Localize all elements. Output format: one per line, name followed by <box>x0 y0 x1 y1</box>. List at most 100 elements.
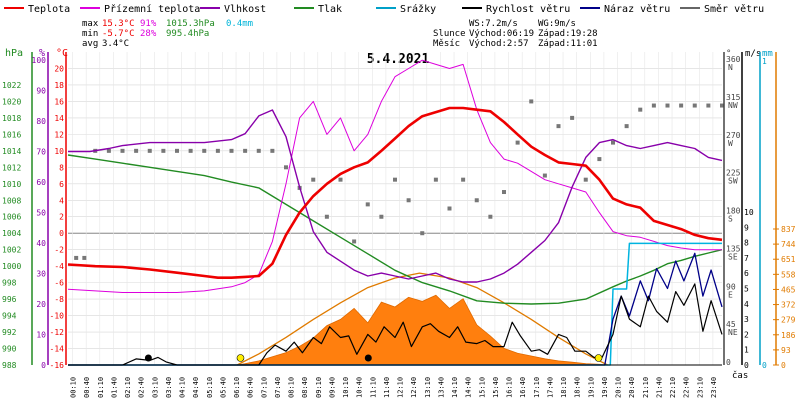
wind-direction-point <box>706 103 711 108</box>
legend-item-hum: Vlhkost <box>200 4 266 15</box>
temperature-tick: 0 <box>59 229 64 238</box>
pressure-tick: 992 <box>2 328 17 337</box>
temperature-tick: -12 <box>50 328 65 337</box>
time-tick: 14:10 <box>451 377 459 398</box>
wind-direction-point <box>611 140 615 145</box>
time-tick: 20:40 <box>628 377 636 398</box>
temperature-tick: -10 <box>50 312 65 321</box>
solar-tick: 651 <box>781 255 796 264</box>
wind-direction-point <box>324 214 329 219</box>
humidity-tick: 70 <box>36 148 46 157</box>
wind-direction-point <box>284 165 288 170</box>
time-tick: 02:40 <box>138 377 146 398</box>
legend-label: Vlhkost <box>224 4 266 15</box>
theoretical-solar-line <box>236 272 608 366</box>
time-tick: 10:10 <box>342 377 350 398</box>
wind-direction-point <box>720 103 724 108</box>
wind-direction-point <box>692 103 697 108</box>
stats-temp: -5.7°C <box>102 29 135 39</box>
pressure-tick: 988 <box>2 361 17 370</box>
time-tick: 18:40 <box>574 377 582 398</box>
wind-direction-point <box>638 107 643 112</box>
temperature-tick: 18 <box>54 81 64 90</box>
humidity-tick: 100 <box>32 56 47 65</box>
time-tick: 08:40 <box>301 377 309 398</box>
temperature-tick: -8 <box>54 295 64 304</box>
time-tick: 12:40 <box>410 377 418 398</box>
wind-direction-point <box>393 177 397 182</box>
time-tick: 17:10 <box>533 377 541 398</box>
direction-tick: 0 <box>726 358 731 367</box>
pressure-line <box>67 154 723 305</box>
wind-direction-point <box>175 148 179 153</box>
legend: Teplota Přízemní teplota Vlhkost Tlak Srážky… <box>4 3 764 15</box>
temperature-tick: 12 <box>54 130 64 139</box>
stats-panel: max 15.3°C 91% 1015.3hPa 0.4mm min -5.7°C 28% 99… <box>82 19 253 49</box>
time-tick: 05:40 <box>219 377 227 398</box>
wind-direction-point <box>651 103 656 108</box>
wind-direction-point <box>270 148 275 153</box>
wind-direction-point <box>461 177 466 182</box>
time-tick: 16:10 <box>506 377 514 398</box>
legend-label: Přízemní teplota <box>104 3 200 15</box>
stats-humidity: 28% <box>140 29 157 39</box>
stats-label: avg <box>82 39 98 49</box>
legend-item-temp: Teplota <box>4 4 70 15</box>
time-tick: 12:10 <box>397 377 405 398</box>
time-tick: 10:40 <box>356 377 364 398</box>
sunrise-info: Východ:06:19 <box>469 29 534 39</box>
humidity-tick: 30 <box>36 270 46 279</box>
wind-direction-point <box>624 124 629 129</box>
wind-direction-point <box>215 148 220 153</box>
solar-tick: 93 <box>781 346 791 355</box>
rain-tick: 1 <box>762 57 767 66</box>
time-tick: 17:40 <box>546 377 554 398</box>
sun-label: Slunce <box>433 29 466 39</box>
temperature-tick: -16 <box>50 361 65 370</box>
time-tick: 23:40 <box>710 377 718 398</box>
legend-label: Tlak <box>318 4 342 15</box>
solar-tick: 279 <box>781 316 796 325</box>
time-tick: 07:40 <box>274 377 282 398</box>
legend-item-rain: Srážky <box>376 3 436 15</box>
wind-tick: 0 <box>744 361 749 370</box>
wind-tick: 2 <box>744 330 749 339</box>
time-tick: 01:10 <box>97 377 105 398</box>
pressure-tick: 1012 <box>2 163 21 172</box>
wind-gust-info: WG:9m/s <box>538 19 576 29</box>
stats-temp: 3.4°C <box>102 39 129 49</box>
time-tick: 15:10 <box>478 377 486 398</box>
humidity-tick: 80 <box>36 117 46 126</box>
pressure-tick: 1004 <box>2 229 21 238</box>
time-tick: 16:40 <box>519 377 527 398</box>
pressure-tick: 996 <box>2 295 17 304</box>
sunset-marker <box>594 354 603 362</box>
temperature-tick: 6 <box>59 180 64 189</box>
time-tick: 03:10 <box>151 377 159 398</box>
solar-tick: 372 <box>781 301 796 310</box>
time-tick: 20:10 <box>615 377 623 398</box>
legend-item-press: Tlak <box>294 4 342 15</box>
time-tick: 13:10 <box>424 377 432 398</box>
pressure-tick: 1006 <box>2 213 21 222</box>
moonset-info: Západ:11:01 <box>538 39 598 49</box>
wind-direction-point <box>188 148 193 153</box>
stats-label: max <box>82 19 99 29</box>
time-tick: 15:40 <box>492 377 500 398</box>
legend-label: Srážky <box>400 3 436 15</box>
time-tick: 04:40 <box>192 377 200 398</box>
time-tick: 09:10 <box>315 377 323 398</box>
legend-item-dew: Přízemní teplota <box>80 3 200 15</box>
chart-title: 5.4.2021 <box>367 52 430 67</box>
ground-temperature-line <box>67 59 722 293</box>
pressure-tick: 1016 <box>2 130 21 139</box>
wind-direction-point <box>161 148 166 153</box>
time-tick: 14:40 <box>465 377 473 398</box>
temperature-tick: 14 <box>54 114 64 123</box>
direction-label: NW <box>728 101 738 110</box>
wind-speed-line <box>68 283 723 366</box>
time-tick: 03:40 <box>165 377 173 398</box>
wind-direction-point <box>379 214 384 219</box>
wind-tick: 6 <box>744 269 749 278</box>
